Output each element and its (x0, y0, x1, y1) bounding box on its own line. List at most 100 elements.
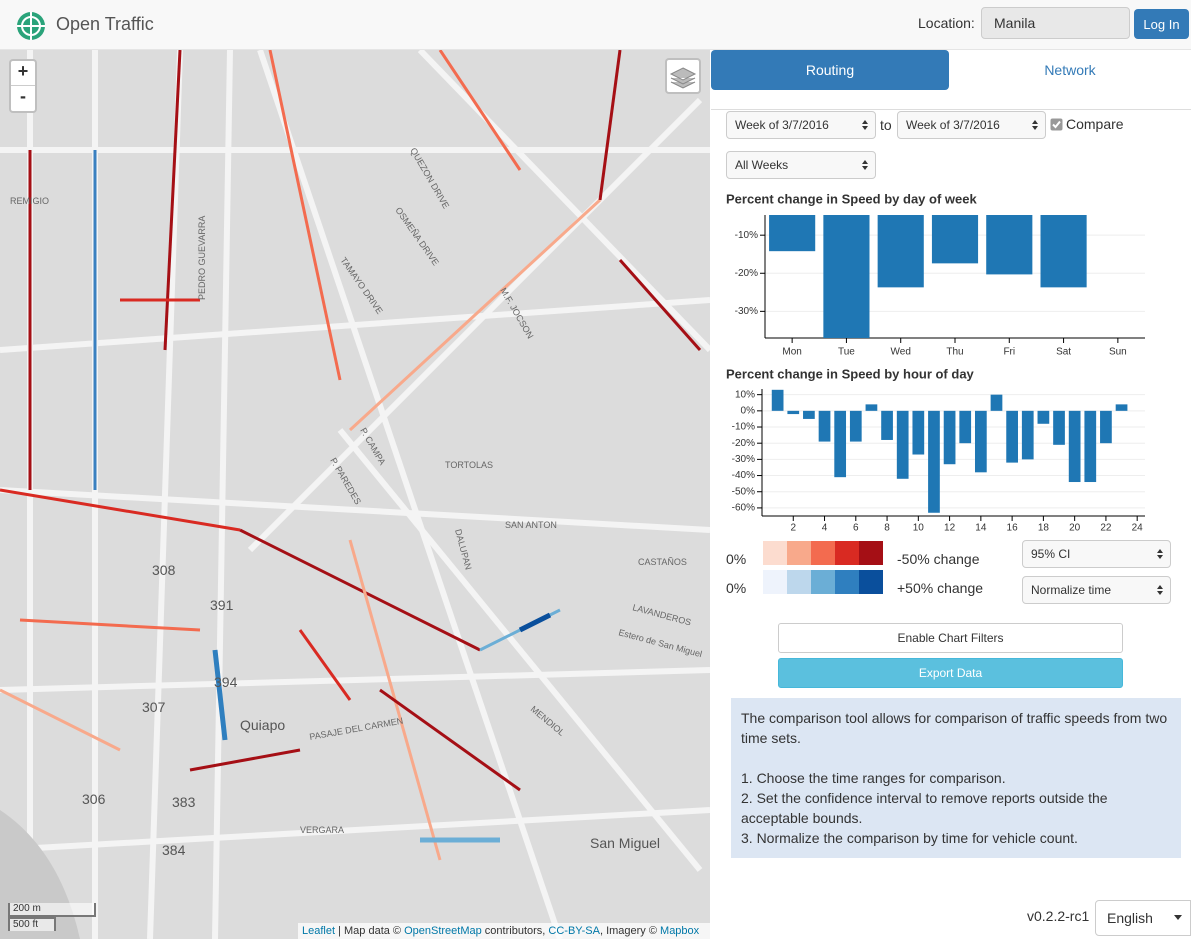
street-label: SAN ANTON (505, 520, 557, 530)
bar (912, 410, 925, 455)
select-text: Week of 3/7/2016 (906, 118, 1000, 132)
place-label: 394 (214, 674, 238, 690)
x-tick-label: 6 (853, 523, 859, 534)
bar (881, 410, 893, 440)
scale-bar: 200 m 500 ft (8, 903, 96, 931)
chart-title: Percent change in Speed by hour of day (726, 366, 975, 381)
bar (771, 389, 784, 411)
arrows (1032, 120, 1038, 130)
scale-m: 200 m (8, 903, 96, 917)
language: English (1107, 910, 1153, 926)
link[interactable]: Leaflet (302, 925, 336, 937)
street-label: REMIGIO (10, 196, 49, 206)
swatch (835, 570, 859, 594)
logo (17, 12, 45, 40)
attribution: Leaflet | Map data © OpenStreetMap contr… (298, 923, 710, 939)
street-label: TORTOLAS (445, 460, 493, 470)
swatch (787, 541, 811, 565)
arrows (862, 120, 868, 130)
link[interactable]: Mapbox (660, 925, 700, 937)
x-tick-label: Mon (782, 347, 801, 358)
x-tick-label: 14 (975, 523, 987, 534)
swatch (859, 570, 883, 594)
tab-network[interactable]: Network (1044, 62, 1096, 78)
x-tick-label: 22 (1100, 523, 1112, 534)
bar (1068, 410, 1081, 483)
bar (896, 410, 909, 479)
select-normalize[interactable]: Normalize time (1022, 576, 1171, 604)
language-button[interactable]: English (1095, 900, 1191, 936)
location-label: Location: (918, 15, 975, 31)
info-box: The comparison tool allows for compariso… (731, 698, 1181, 858)
x-tick-label: 16 (1007, 523, 1019, 534)
swatch (811, 570, 835, 594)
x-tick-label: Sun (1109, 347, 1127, 358)
caret (1174, 915, 1182, 920)
y-tick-label: 0% (741, 405, 756, 416)
place-label: 384 (162, 842, 186, 858)
place-label: Quiapo (240, 717, 285, 733)
swatch (787, 570, 811, 594)
x-tick-label: Sat (1056, 347, 1071, 358)
y-tick-label: -30% (732, 454, 755, 465)
select-from[interactable]: Week of 3/7/2016 (726, 111, 876, 139)
bar (823, 215, 870, 338)
bar (865, 404, 878, 411)
zoom-in[interactable]: + (11, 61, 35, 86)
info-step: 1. Choose the time ranges for comparison… (741, 770, 1006, 786)
text: contributors, (481, 925, 549, 937)
compare-checkbox[interactable] (1050, 118, 1063, 131)
legend-zero: 0% (726, 580, 747, 596)
legend-blues (763, 570, 883, 594)
hour-chart: Percent change in Speed by hour of day 1… (726, 366, 1145, 534)
filters-button[interactable]: Enable Chart Filters (778, 623, 1123, 653)
app-title: Open Traffic (56, 14, 154, 34)
legend-text: +50% change (897, 580, 984, 596)
bar (803, 410, 815, 419)
bar (877, 215, 924, 288)
tabs: Routing Network (711, 50, 1191, 110)
bar (1037, 410, 1050, 424)
legend-text: -50% change (897, 551, 980, 567)
y-tick-label: -10% (732, 422, 755, 433)
arrows (1157, 585, 1163, 595)
day-chart: Percent change in Speed by day of week -… (726, 191, 1145, 358)
location-input[interactable]: Manila (981, 7, 1130, 39)
export-button[interactable]: Export Data (778, 658, 1123, 688)
header: Open Traffic Location: Manila Log In (0, 0, 1191, 50)
bar (1084, 410, 1097, 483)
arrows (862, 160, 868, 170)
scale-ft: 500 ft (8, 917, 56, 931)
version: v0.2.2-rc1 (1027, 908, 1090, 924)
tab-routing[interactable]: Routing (711, 50, 949, 90)
swatch (763, 541, 787, 565)
bar (990, 394, 1003, 411)
y-tick-label: -10% (735, 230, 758, 241)
zoom-control: + - (9, 59, 37, 113)
y-tick-label: -30% (735, 306, 758, 317)
bar (943, 410, 956, 465)
legend-zero: 0% (726, 551, 747, 567)
layers-button[interactable] (665, 58, 701, 94)
bar (974, 410, 987, 473)
select-to[interactable]: Week of 3/7/2016 (897, 111, 1046, 139)
select-text: Normalize time (1031, 583, 1112, 597)
select-ci[interactable]: 95% CI (1022, 540, 1171, 568)
swatch (859, 541, 883, 565)
place-label: 308 (152, 562, 176, 578)
bar (787, 410, 800, 415)
link[interactable]: OpenStreetMap (404, 925, 482, 937)
compare-label: Compare (1066, 116, 1124, 132)
select-weeks[interactable]: All Weeks (726, 151, 876, 179)
zoom-out[interactable]: - (20, 86, 26, 106)
x-tick-label: Wed (891, 347, 911, 358)
y-tick-label: -60% (732, 503, 755, 514)
bar (931, 215, 979, 264)
select-text: 95% CI (1031, 547, 1071, 561)
login-button[interactable]: Log In (1134, 9, 1189, 39)
info-step: 2. Set the confidence interval to remove… (741, 790, 1108, 826)
x-tick-label: 4 (822, 523, 828, 534)
link[interactable]: CC-BY-SA (548, 925, 600, 937)
x-tick-label: 2 (790, 523, 796, 534)
